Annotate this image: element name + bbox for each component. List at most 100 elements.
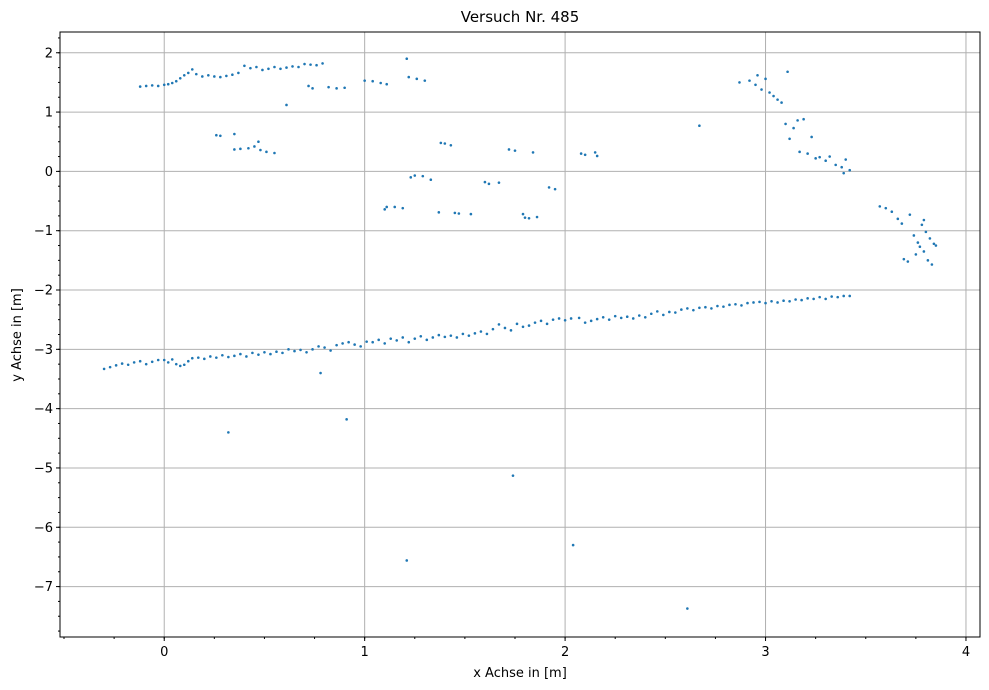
data-point bbox=[419, 334, 423, 338]
data-point bbox=[413, 174, 417, 177]
data-point bbox=[784, 122, 787, 126]
data-point bbox=[579, 152, 583, 155]
data-point bbox=[311, 348, 314, 351]
data-point bbox=[389, 337, 393, 340]
data-point bbox=[317, 345, 320, 348]
data-point bbox=[319, 371, 322, 375]
data-point bbox=[792, 126, 795, 130]
data-point bbox=[806, 297, 809, 300]
data-point bbox=[752, 301, 755, 304]
data-point bbox=[503, 326, 507, 330]
data-point bbox=[768, 91, 771, 94]
data-point bbox=[401, 336, 405, 339]
data-point bbox=[263, 350, 266, 354]
y-tick-label: −7 bbox=[34, 580, 53, 595]
y-tick-label: 0 bbox=[45, 165, 53, 180]
data-point bbox=[215, 356, 218, 359]
data-point bbox=[393, 205, 397, 209]
data-point bbox=[692, 308, 695, 312]
data-point bbox=[716, 304, 719, 308]
y-tick-label: 2 bbox=[45, 46, 53, 61]
data-point bbox=[535, 215, 539, 219]
data-point bbox=[770, 299, 773, 303]
data-point bbox=[431, 336, 435, 339]
data-point bbox=[461, 332, 465, 336]
data-point bbox=[782, 299, 785, 302]
x-tick-label: 4 bbox=[962, 645, 970, 660]
data-point bbox=[371, 79, 374, 83]
data-point bbox=[577, 316, 581, 320]
data-point bbox=[890, 210, 894, 214]
data-point bbox=[150, 84, 154, 87]
data-point bbox=[225, 74, 228, 78]
data-point bbox=[156, 84, 160, 88]
data-point bbox=[772, 94, 775, 98]
data-point bbox=[269, 352, 272, 356]
data-point bbox=[485, 332, 489, 336]
data-point bbox=[734, 302, 737, 306]
data-point bbox=[253, 145, 256, 148]
data-point bbox=[914, 253, 918, 256]
data-point bbox=[443, 335, 447, 339]
data-point bbox=[800, 298, 803, 302]
data-point bbox=[932, 242, 936, 246]
data-point bbox=[523, 216, 527, 219]
data-point bbox=[287, 348, 290, 351]
data-point bbox=[114, 364, 118, 367]
data-point bbox=[267, 67, 270, 71]
data-point bbox=[884, 206, 888, 210]
data-point bbox=[643, 315, 647, 319]
data-point bbox=[748, 79, 751, 82]
data-point bbox=[439, 141, 443, 145]
data-point bbox=[824, 297, 827, 301]
data-point bbox=[251, 351, 254, 355]
data-points bbox=[102, 57, 938, 610]
data-point bbox=[371, 340, 374, 344]
data-point bbox=[674, 311, 677, 314]
data-point bbox=[132, 361, 136, 364]
data-point bbox=[531, 151, 535, 154]
y-tick-label: −4 bbox=[34, 402, 53, 417]
data-point bbox=[589, 319, 593, 323]
data-point bbox=[423, 79, 427, 82]
data-point bbox=[539, 319, 543, 323]
data-point bbox=[595, 317, 599, 321]
data-point bbox=[844, 158, 848, 161]
data-point bbox=[918, 245, 922, 249]
data-point bbox=[930, 263, 934, 266]
data-point bbox=[401, 206, 405, 210]
data-point bbox=[102, 367, 106, 371]
data-point bbox=[840, 165, 843, 169]
data-point bbox=[237, 71, 240, 75]
data-point bbox=[491, 327, 495, 331]
data-point bbox=[194, 72, 198, 76]
data-point bbox=[377, 338, 380, 342]
data-point bbox=[227, 355, 230, 359]
y-tick-label: −5 bbox=[34, 461, 53, 476]
data-point bbox=[794, 298, 797, 301]
data-point bbox=[239, 352, 242, 356]
data-point bbox=[413, 337, 417, 340]
data-point bbox=[926, 259, 930, 262]
data-point bbox=[722, 305, 725, 308]
data-point bbox=[315, 63, 318, 67]
data-point bbox=[108, 365, 112, 369]
y-axis-label: y Achse in [m] bbox=[10, 288, 25, 382]
data-point bbox=[758, 300, 761, 304]
y-tick-label: −1 bbox=[34, 224, 53, 239]
data-point bbox=[760, 88, 763, 91]
data-point bbox=[385, 82, 389, 86]
data-point bbox=[405, 559, 409, 562]
data-point bbox=[934, 244, 938, 247]
data-point bbox=[764, 301, 767, 305]
data-point bbox=[497, 323, 501, 326]
data-point bbox=[754, 83, 757, 87]
data-point bbox=[467, 334, 471, 337]
data-point bbox=[533, 321, 537, 324]
data-point bbox=[257, 140, 260, 144]
data-point bbox=[698, 124, 701, 128]
data-point bbox=[182, 73, 186, 77]
data-point bbox=[261, 68, 264, 72]
